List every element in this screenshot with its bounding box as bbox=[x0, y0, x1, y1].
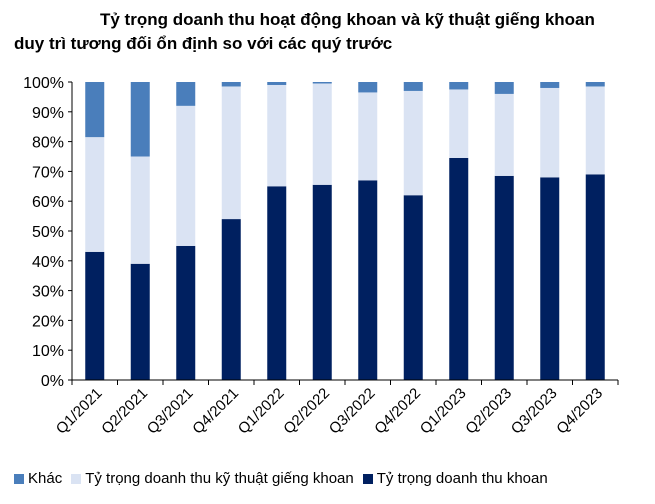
bar-segment-khoan bbox=[85, 251, 105, 380]
legend-swatch bbox=[71, 473, 82, 484]
bar-segment-ky-thuat bbox=[494, 93, 514, 176]
legend-label: Tỷ trọng doanh thu kỹ thuật giếng khoan bbox=[85, 470, 354, 487]
bar-segment-khac bbox=[85, 82, 105, 138]
chart-title-line-1: Tỷ trọng doanh thu hoạt động khoan và kỹ… bbox=[100, 10, 595, 29]
bar-segment-khoan bbox=[494, 175, 514, 380]
bar-segment-khac bbox=[130, 82, 150, 157]
bar-segment-khoan bbox=[221, 219, 241, 380]
bar-segment-khoan bbox=[267, 186, 287, 380]
legend-item: Khác bbox=[14, 470, 62, 487]
legend-label: Tỷ trọng doanh thu khoan bbox=[376, 470, 548, 487]
bar-segment-khac bbox=[494, 82, 514, 94]
x-tick-label: Q2/2023 bbox=[462, 385, 515, 438]
x-axis-tick-labels: Q1/2021Q2/2021Q3/2021Q4/2021Q1/2022Q2/20… bbox=[53, 385, 606, 438]
bar-segment-khoan bbox=[130, 263, 150, 380]
bar-segment-ky-thuat bbox=[130, 156, 150, 264]
bar-segment-khac bbox=[449, 82, 469, 90]
bar-stacks bbox=[85, 82, 605, 380]
x-tick-label: Q3/2022 bbox=[326, 385, 379, 438]
y-tick-label: 50% bbox=[32, 224, 64, 241]
legend-item: Tỷ trọng doanh thu khoan bbox=[362, 470, 548, 487]
bar-segment-ky-thuat bbox=[403, 90, 423, 196]
bar-segment-ky-thuat bbox=[358, 92, 378, 181]
y-tick-label: 70% bbox=[32, 164, 64, 181]
bar-segment-ky-thuat bbox=[85, 137, 105, 252]
x-tick-label: Q1/2021 bbox=[53, 385, 106, 438]
x-tick-label: Q4/2022 bbox=[371, 385, 424, 438]
bar-segment-khac bbox=[176, 82, 196, 106]
bar-segment-khac bbox=[585, 82, 605, 87]
chart-title: Tỷ trọng doanh thu hoạt động khoan và kỹ… bbox=[0, 8, 655, 56]
y-tick-label: 80% bbox=[32, 135, 64, 152]
bar-segment-khac bbox=[267, 82, 287, 85]
y-axis-tick-labels: 0% 10% 20% 30% 40% 50% 60% 70% 80% 90% 100% bbox=[23, 75, 64, 390]
bar-segment-khoan bbox=[585, 174, 605, 380]
x-tick-label: Q3/2021 bbox=[144, 385, 197, 438]
stacked-bar-chart: 0% 10% 20% 30% 40% 50% 60% 70% 80% 90% 100% Q1/202… bbox=[23, 75, 619, 438]
bar-segment-ky-thuat bbox=[312, 83, 332, 185]
bar-segment-ky-thuat bbox=[221, 86, 241, 220]
bar-segment-khoan bbox=[540, 177, 560, 380]
legend-item: Tỷ trọng doanh thu kỹ thuật giếng khoan bbox=[71, 470, 354, 487]
bar-segment-khoan bbox=[176, 245, 196, 380]
bar-segment-khac bbox=[221, 82, 241, 87]
chart-title-line-2: duy trì tương đối ổn định so với các quý… bbox=[14, 34, 393, 53]
bar-segment-ky-thuat bbox=[267, 84, 287, 187]
bar-segment-ky-thuat bbox=[585, 86, 605, 175]
bar-segment-khac bbox=[403, 82, 423, 91]
bar-segment-ky-thuat bbox=[449, 89, 469, 158]
axes bbox=[68, 81, 619, 385]
bar-segment-khoan bbox=[312, 184, 332, 380]
x-tick-label: Q2/2021 bbox=[98, 385, 151, 438]
bar-segment-khoan bbox=[449, 157, 469, 380]
bar-segment-khac bbox=[358, 82, 378, 93]
x-tick-label: Q1/2022 bbox=[235, 385, 288, 438]
bar-segment-khoan bbox=[403, 195, 423, 380]
legend-label: Khác bbox=[28, 470, 63, 487]
bar-segment-khac bbox=[312, 82, 332, 84]
y-tick-label: 60% bbox=[32, 194, 64, 211]
y-tick-label: 10% bbox=[32, 343, 64, 360]
y-tick-label: 90% bbox=[32, 105, 64, 122]
legend-swatch bbox=[362, 473, 373, 484]
x-tick-label: Q1/2023 bbox=[417, 385, 470, 438]
y-tick-label: 20% bbox=[32, 313, 64, 330]
bar-segment-khoan bbox=[358, 180, 378, 380]
x-tick-label: Q4/2021 bbox=[189, 385, 242, 438]
bar-segment-khac bbox=[540, 82, 560, 88]
x-tick-label: Q2/2022 bbox=[280, 385, 333, 438]
y-tick-label: 0% bbox=[41, 373, 64, 390]
y-tick-label: 40% bbox=[32, 254, 64, 271]
y-tick-label: 100% bbox=[23, 75, 64, 92]
legend-swatch bbox=[14, 473, 24, 484]
bar-segment-ky-thuat bbox=[540, 87, 560, 178]
chart-legend: Khác Tỷ trọng doanh thu kỹ thuật giếng kh… bbox=[14, 470, 557, 488]
x-tick-label: Q3/2023 bbox=[508, 385, 561, 438]
x-tick-label: Q4/2023 bbox=[553, 385, 606, 438]
y-tick-label: 30% bbox=[32, 284, 64, 301]
bar-segment-ky-thuat bbox=[176, 105, 196, 246]
